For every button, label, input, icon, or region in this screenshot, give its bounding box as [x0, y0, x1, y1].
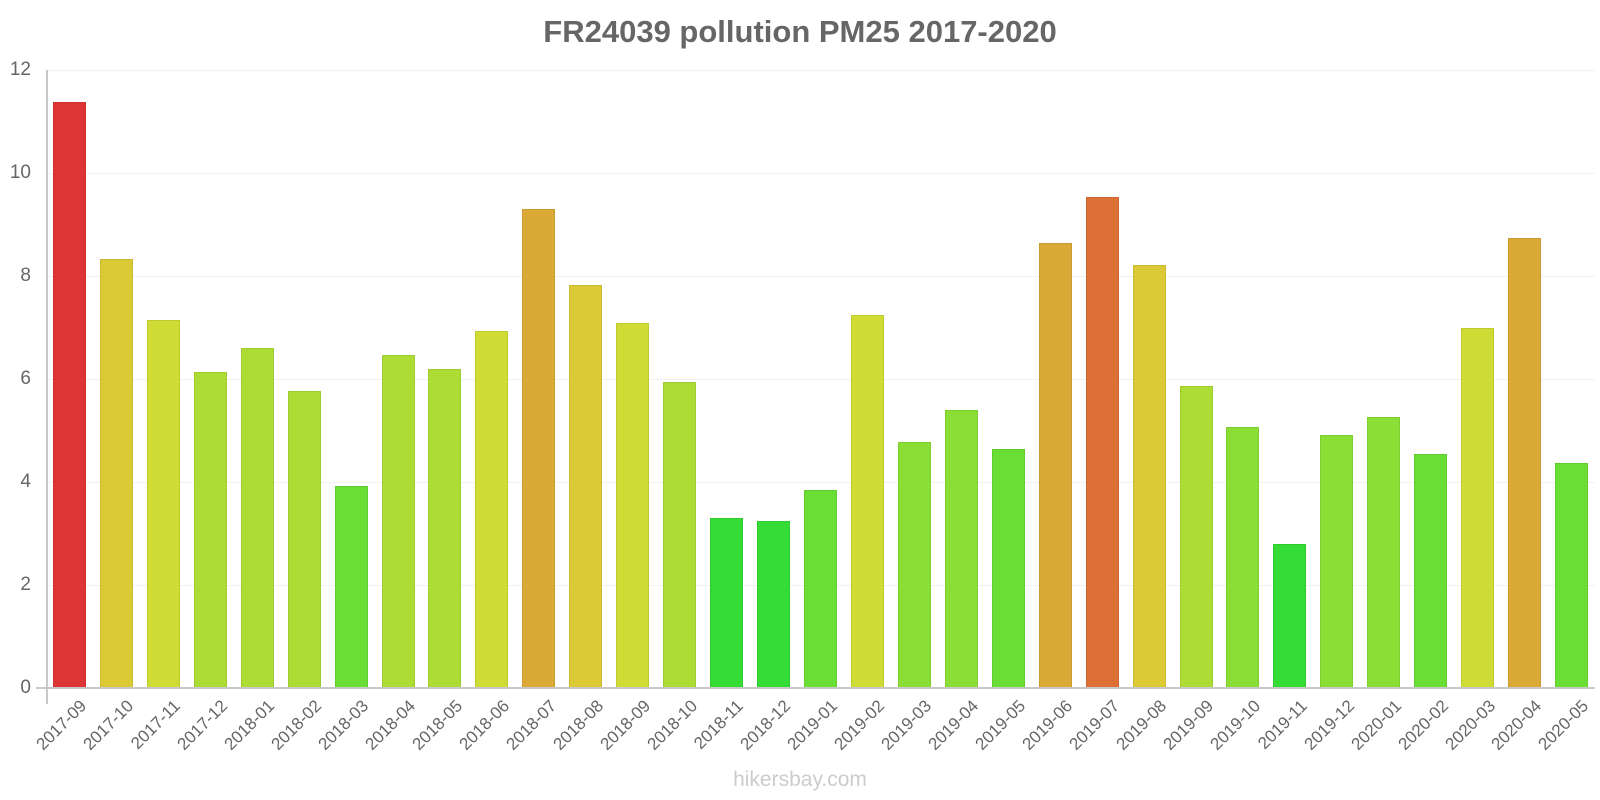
y-axis-line [46, 70, 48, 704]
bar-2019-04[interactable] [944, 409, 978, 688]
bar-2018-11[interactable] [710, 517, 744, 688]
x-tick-label: 2019-08 [1112, 696, 1171, 754]
bar-2018-12[interactable] [757, 520, 791, 688]
bar-2018-03[interactable] [334, 485, 368, 688]
x-tick-label: 2019-06 [1018, 696, 1077, 754]
x-tick-label: 2018-10 [643, 696, 701, 754]
bar-2018-08[interactable] [569, 284, 603, 688]
x-tick-label: 2017-10 [79, 696, 138, 754]
x-tick-label: 2019-01 [783, 696, 842, 754]
x-tick-label: 2019-02 [830, 696, 889, 754]
gridline [46, 173, 1595, 174]
x-tick-label: 2018-05 [408, 696, 466, 754]
bar-2019-09[interactable] [1179, 385, 1213, 688]
bar-2019-02[interactable] [850, 315, 884, 688]
bar-2019-03[interactable] [897, 442, 931, 688]
y-tick-label: 8 [20, 265, 31, 286]
y-tick-label: 6 [20, 368, 31, 389]
bar-2019-06[interactable] [1038, 242, 1072, 688]
bar-2019-01[interactable] [804, 490, 837, 688]
x-tick-label: 2018-12 [736, 696, 795, 754]
x-tick-label: 2019-03 [877, 696, 936, 754]
gridline [46, 70, 1595, 71]
bar-2017-09[interactable] [52, 101, 86, 688]
bar-2019-07[interactable] [1085, 196, 1119, 688]
gridline [46, 276, 1595, 277]
bar-2018-05[interactable] [428, 369, 462, 688]
x-tick-label: 2017-09 [32, 696, 91, 754]
x-tick-label: 2020-05 [1534, 696, 1593, 754]
bar-2020-04[interactable] [1508, 237, 1542, 688]
x-tick-label: 2020-01 [1347, 696, 1405, 754]
x-tick-label: 2019-09 [1159, 696, 1217, 754]
bar-2019-12[interactable] [1320, 435, 1354, 688]
bar-2018-10[interactable] [663, 382, 697, 688]
x-tick-label: 2018-01 [220, 696, 279, 754]
x-tick-label: 2019-04 [924, 696, 983, 754]
x-tick-label: 2018-02 [267, 696, 326, 754]
x-axis-line [36, 687, 1595, 689]
plot-area [46, 70, 1595, 688]
x-tick-label: 2018-07 [502, 696, 560, 754]
bar-2020-02[interactable] [1414, 454, 1448, 688]
chart-title: FR24039 pollution PM25 2017-2020 [543, 14, 1057, 49]
bar-2017-10[interactable] [99, 258, 133, 688]
x-tick-label: 2019-10 [1206, 696, 1264, 754]
x-tick-label: 2019-12 [1300, 696, 1358, 754]
x-tick-label: 2019-05 [971, 696, 1030, 754]
gridline [46, 482, 1595, 483]
bar-2017-12[interactable] [193, 371, 227, 688]
x-tick-label: 2018-09 [596, 696, 654, 754]
y-tick-label: 12 [9, 59, 31, 80]
x-tick-label: 2020-04 [1488, 696, 1546, 754]
bar-2018-04[interactable] [381, 354, 415, 688]
bar-2019-11[interactable] [1273, 543, 1307, 688]
bar-2020-03[interactable] [1461, 327, 1495, 688]
y-tick-label: 2 [20, 574, 31, 595]
bar-2018-01[interactable] [240, 348, 274, 688]
x-tick-label: 2018-04 [361, 696, 420, 754]
bar-2017-11[interactable] [146, 319, 180, 688]
bar-2018-06[interactable] [475, 330, 509, 688]
y-tick-label: 10 [9, 162, 31, 183]
bar-2020-01[interactable] [1367, 417, 1401, 688]
bar-2018-09[interactable] [616, 322, 650, 688]
bar-2018-07[interactable] [522, 208, 556, 688]
y-tick-label: 0 [20, 677, 31, 698]
x-tick-label: 2018-11 [690, 696, 748, 753]
x-tick-label: 2018-06 [455, 696, 513, 754]
bar-2019-10[interactable] [1226, 427, 1260, 688]
x-tick-label: 2019-11 [1253, 696, 1311, 753]
x-tick-label: 2019-07 [1065, 696, 1124, 754]
bar-2019-05[interactable] [991, 448, 1025, 688]
x-tick-label: 2020-03 [1441, 696, 1499, 754]
bar-2019-08[interactable] [1132, 265, 1166, 688]
bar-2018-02[interactable] [287, 390, 321, 688]
x-tick-label: 2017-11 [127, 696, 184, 753]
gridline [46, 379, 1595, 380]
x-tick-label: 2018-03 [314, 696, 373, 754]
x-tick-label: 2020-02 [1394, 696, 1452, 754]
bar-2020-05[interactable] [1555, 462, 1589, 688]
y-tick-label: 4 [20, 471, 31, 492]
x-tick-label: 2018-08 [549, 696, 607, 754]
x-tick-label: 2017-12 [173, 696, 232, 754]
watermark: hikersbay.com [733, 768, 867, 791]
